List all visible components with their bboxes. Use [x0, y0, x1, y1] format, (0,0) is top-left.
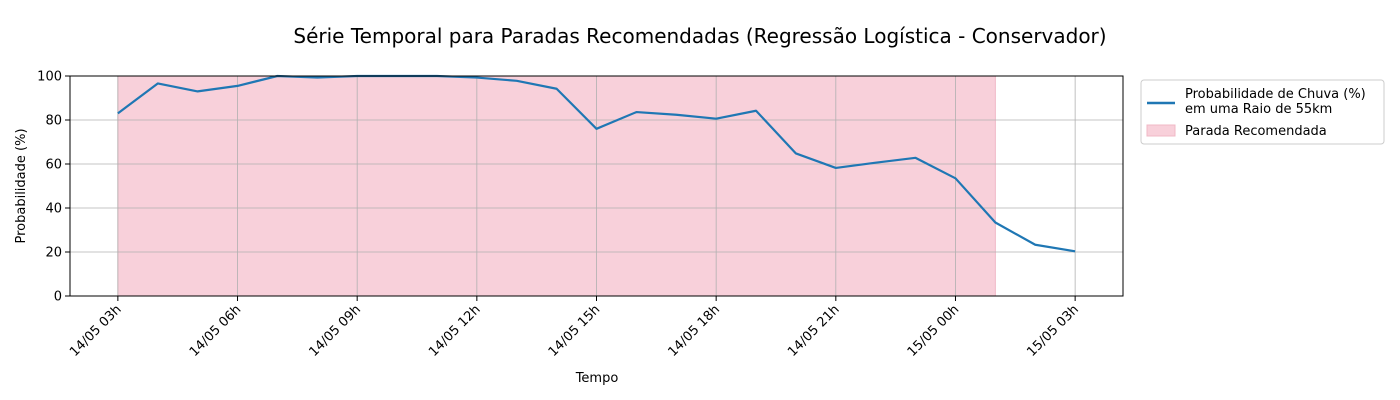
- y-tick-label: 80: [45, 114, 62, 129]
- x-tick-label: 14/05 06h: [187, 302, 245, 360]
- x-tick-label: 14/05 21h: [785, 302, 843, 360]
- legend-shade-swatch: [1146, 124, 1176, 137]
- y-tick-label: 60: [45, 158, 62, 173]
- x-tick-label: 14/05 03h: [67, 302, 125, 360]
- legend-series-line2: em uma Raio de 55km: [1185, 102, 1332, 117]
- y-tick-label: 100: [37, 70, 62, 85]
- y-tick-label: 40: [45, 202, 62, 217]
- chart-title: Série Temporal para Paradas Recomendadas…: [293, 24, 1106, 48]
- x-tick-label: 14/05 18h: [665, 302, 723, 360]
- x-tick-label: 14/05 12h: [426, 302, 484, 360]
- legend-frame: [1140, 79, 1385, 145]
- x-axis-label: Tempo: [575, 371, 619, 386]
- y-axis-label: Probabilidade (%): [14, 128, 29, 243]
- y-tick-label: 0: [54, 290, 62, 305]
- plot-area: 0 20 40 60 80 100 14/05 03h 14/05 06h 14/05 09h 1…: [37, 70, 1124, 360]
- x-tick-label: 15/05 03h: [1024, 302, 1082, 360]
- legend: Probabilidade de Chuva (%) em uma Raio d…: [1140, 79, 1385, 145]
- shaded-region-0: [117, 75, 996, 297]
- x-tick-label: 14/05 15h: [546, 302, 604, 360]
- x-tick-label: 15/05 00h: [905, 302, 963, 360]
- x-tick-label: 14/05 09h: [306, 302, 364, 360]
- legend-shade-label: Parada Recomendada: [1185, 124, 1327, 139]
- y-tick-label: 20: [45, 246, 62, 261]
- legend-series-label: Probabilidade de Chuva (%) em uma Raio d…: [1185, 87, 1370, 117]
- legend-series-line1: Probabilidade de Chuva (%): [1185, 87, 1366, 102]
